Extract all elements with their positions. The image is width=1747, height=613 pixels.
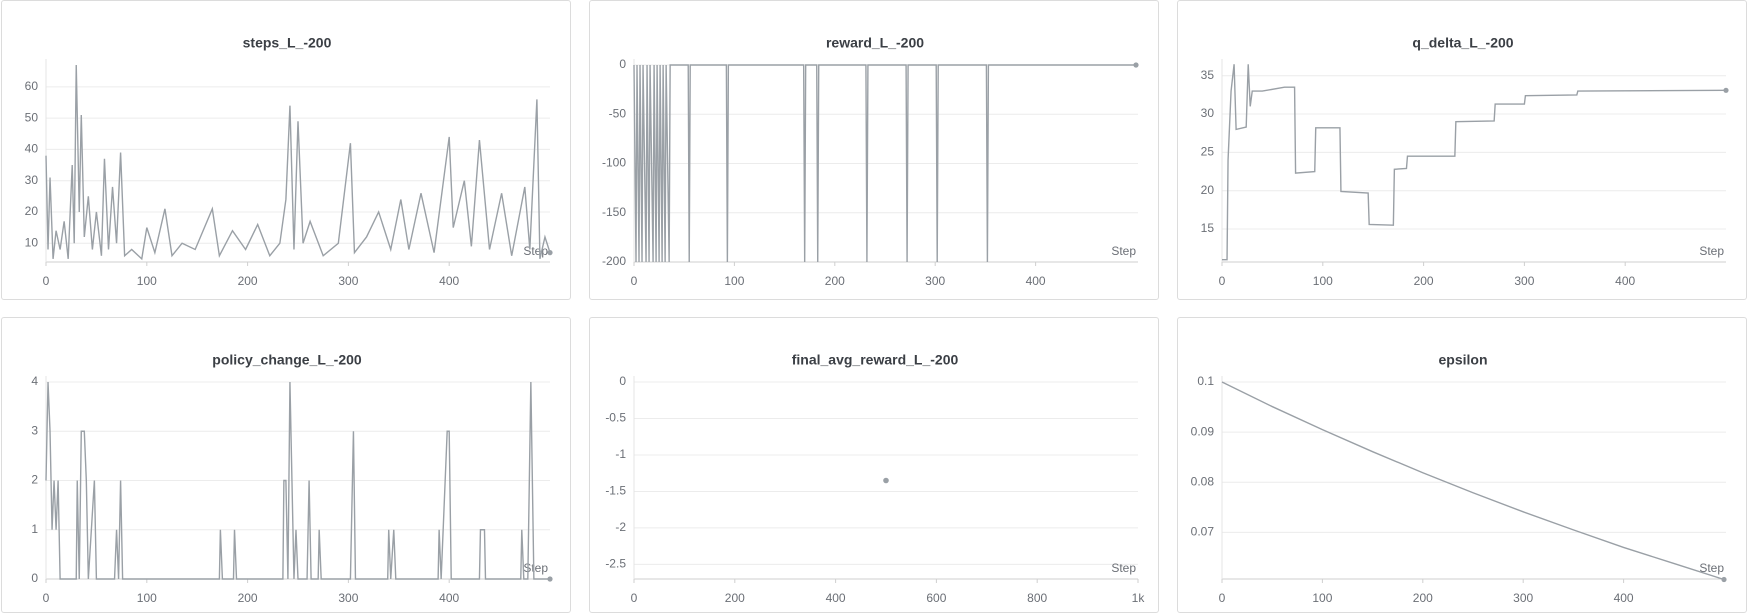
chart-panel: q_delta_L_-200 15 20 25 30 35 0 100 200 300 400 Ste…: [1177, 0, 1747, 300]
y-tick-label: 10: [25, 235, 39, 249]
x-tick-label: 400: [1615, 274, 1635, 288]
y-tick-label: 0.09: [1191, 424, 1215, 438]
chart-panel: final_avg_reward_L_-200 0 -0.5 -1 -1.5 -2 -2.5…: [589, 317, 1159, 613]
x-tick-label: 100: [1312, 591, 1332, 605]
x-tick-label: 800: [1027, 591, 1047, 605]
x-tick-label: 100: [137, 591, 157, 605]
chart-title: final_avg_reward_L_-200: [792, 352, 959, 368]
end-point: [1723, 87, 1729, 93]
x-tick-label: 400: [439, 274, 459, 288]
x-tick-label: 0: [631, 591, 638, 605]
chart: q_delta_L_-200 15 20 25 30 35 0 100 200 300 400 Ste…: [1201, 35, 1729, 288]
y-tick-label: 20: [1201, 183, 1215, 197]
y-tick-label: 0: [619, 374, 626, 388]
y-tick-label: -1.5: [605, 484, 626, 498]
x-tick-label: 200: [825, 274, 845, 288]
chart-title: epsilon: [1438, 352, 1487, 368]
x-tick-label: 100: [1313, 274, 1333, 288]
series-line: [1221, 381, 1725, 581]
series-line: [633, 64, 1136, 263]
x-tick-label: 0: [631, 274, 638, 288]
y-tick-label: -2: [615, 520, 626, 534]
y-tick-label: -50: [609, 106, 627, 120]
x-axis-label: Step: [1111, 244, 1136, 258]
y-tick-label: -2.5: [605, 557, 626, 571]
y-tick-label: 0.1: [1197, 374, 1214, 388]
x-tick-label: 0: [43, 591, 50, 605]
chart-title: steps_L_-200: [243, 35, 332, 51]
y-tick-label: 0: [619, 57, 626, 71]
end-point: [547, 576, 553, 582]
y-tick-label: -0.5: [605, 411, 626, 425]
y-tick-label: 0: [31, 571, 38, 585]
x-tick-label: 300: [1513, 591, 1533, 605]
series-line: [1222, 64, 1727, 261]
y-tick-label: 20: [25, 204, 39, 218]
series-line: [45, 381, 550, 580]
x-tick-label: 600: [926, 591, 946, 605]
series-line: [45, 64, 551, 261]
y-tick-label: 30: [25, 173, 39, 187]
chart-panel: reward_L_-200 0 -50 -100 -150 -200 0 100 200 300 4…: [589, 0, 1159, 300]
x-axis-label: Step: [1699, 561, 1724, 575]
x-tick-label: 0: [1219, 591, 1226, 605]
x-tick-label: 400: [1026, 274, 1046, 288]
x-tick-label: 200: [1414, 274, 1434, 288]
y-tick-label: 2: [31, 473, 38, 487]
x-tick-label: 0: [43, 274, 50, 288]
x-tick-label: 0: [1219, 274, 1226, 288]
y-tick-label: -100: [602, 156, 626, 170]
chart-title: q_delta_L_-200: [1412, 35, 1513, 51]
y-tick-label: 0.07: [1191, 525, 1215, 539]
x-tick-label: 300: [1514, 274, 1534, 288]
y-tick-label: 3: [31, 423, 38, 437]
x-tick-label: 200: [238, 274, 258, 288]
end-point: [1133, 62, 1139, 68]
x-tick-label: 100: [137, 274, 157, 288]
y-tick-label: 1: [31, 522, 38, 536]
x-tick-label: 300: [338, 591, 358, 605]
y-tick-label: -1: [615, 447, 626, 461]
chart: steps_L_-200 10 20 30 40 50 60 0 100 200 300 400 Ste…: [25, 35, 553, 288]
chart-title: reward_L_-200: [826, 35, 924, 51]
x-tick-label: 400: [439, 591, 459, 605]
chart-panel: steps_L_-200 10 20 30 40 50 60 0 100 200 300 400 Ste…: [1, 0, 571, 300]
y-tick-label: 40: [25, 142, 39, 156]
y-tick-label: 60: [25, 79, 39, 93]
y-tick-label: 50: [25, 110, 39, 124]
x-axis-label: Step: [523, 561, 548, 575]
y-tick-label: 15: [1201, 221, 1215, 235]
x-tick-label: 100: [724, 274, 744, 288]
point: [883, 477, 889, 484]
y-tick-label: -200: [602, 254, 626, 268]
chart: final_avg_reward_L_-200 0 -0.5 -1 -1.5 -2 -2.5…: [605, 352, 1146, 605]
x-tick-label: 400: [826, 591, 846, 605]
x-tick-label: 300: [338, 274, 358, 288]
y-tick-label: 25: [1201, 145, 1215, 159]
chart-panel: epsilon 0.07 0.08 0.09 0.1 0 100 200 300 400 Step: [1177, 317, 1747, 613]
chart: reward_L_-200 0 -50 -100 -150 -200 0 100 200 300 4…: [602, 35, 1139, 288]
y-tick-label: -150: [602, 205, 626, 219]
x-axis-label: Step: [1699, 244, 1724, 258]
y-tick-label: 35: [1201, 68, 1215, 82]
x-tick-label: 200: [238, 591, 258, 605]
y-tick-label: 4: [31, 374, 38, 388]
x-tick-label: 200: [725, 591, 745, 605]
chart: epsilon 0.07 0.08 0.09 0.1 0 100 200 300 400 Step: [1191, 352, 1727, 605]
x-axis-label: Step: [1111, 561, 1136, 575]
x-tick-label: 300: [925, 274, 945, 288]
chart-panel: policy_change_L_-200 0 1 2 3 4 0 100 200 300 400 St…: [1, 317, 571, 613]
y-tick-label: 0.08: [1191, 474, 1215, 488]
end-point: [1721, 576, 1727, 583]
y-tick-label: 30: [1201, 106, 1215, 120]
x-tick-label: 200: [1413, 591, 1433, 605]
x-tick-label: 1k: [1132, 591, 1146, 605]
end-point: [547, 250, 553, 256]
chart: policy_change_L_-200 0 1 2 3 4 0 100 200 300 400 St…: [31, 352, 553, 605]
x-tick-label: 400: [1614, 591, 1634, 605]
x-axis-label: Step: [523, 244, 548, 258]
chart-title: policy_change_L_-200: [212, 352, 362, 368]
